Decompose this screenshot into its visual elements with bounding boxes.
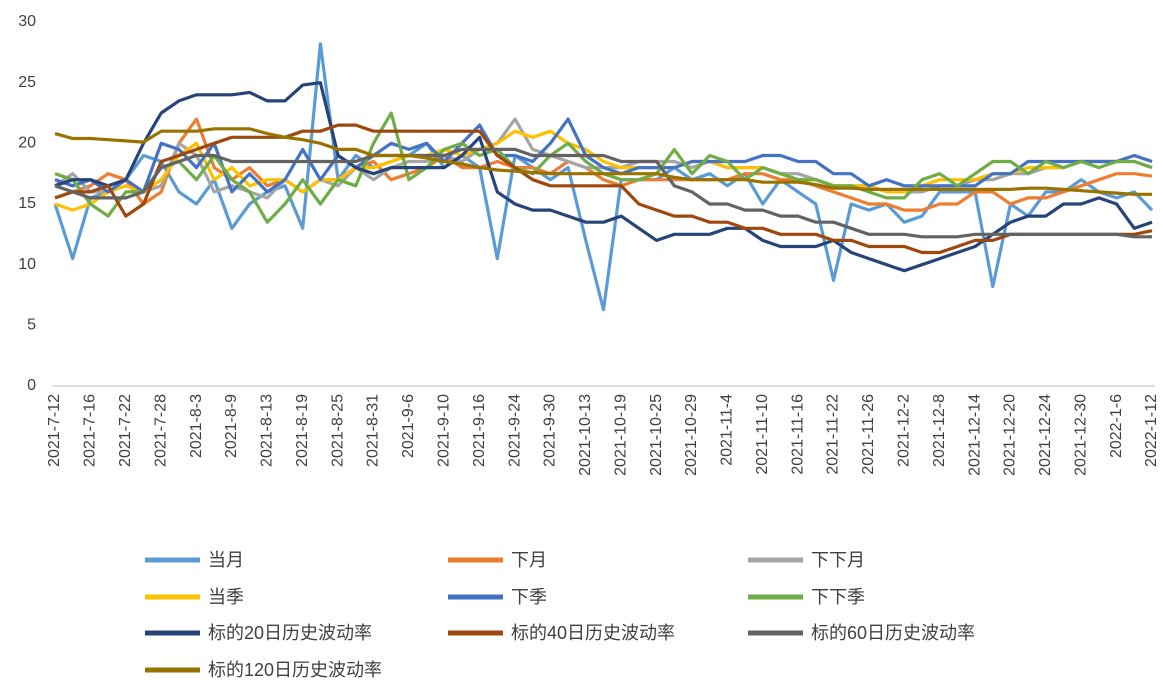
y-tick-label: 30 xyxy=(18,13,36,30)
x-tick-label: 2021-9-6 xyxy=(400,394,417,458)
x-tick-label: 2022-1-6 xyxy=(1108,394,1125,458)
x-tick-label: 2021-8-9 xyxy=(223,394,240,458)
legend-label: 当季 xyxy=(208,587,244,607)
x-tick-label: 2021-12-8 xyxy=(931,394,948,467)
legend-label: 下下月 xyxy=(811,550,865,570)
y-tick-label: 25 xyxy=(18,74,36,91)
x-tick-label: 2021-7-16 xyxy=(82,394,99,467)
x-tick-label: 2021-10-29 xyxy=(683,394,700,476)
legend-label: 标的40日历史波动率 xyxy=(511,623,675,643)
x-tick-label: 2021-8-25 xyxy=(329,394,346,467)
y-tick-label: 5 xyxy=(27,317,36,334)
series-line xyxy=(54,117,1153,194)
x-tick-label: 2021-12-2 xyxy=(896,394,913,467)
x-tick-label: 2021-8-3 xyxy=(188,394,205,458)
series-line xyxy=(54,129,1153,212)
series-line xyxy=(54,127,1152,196)
y-tick-label: 20 xyxy=(18,135,36,152)
legend-label: 标的120日历史波动率 xyxy=(208,660,382,680)
legend-label: 下月 xyxy=(511,550,547,570)
y-tick-label: 10 xyxy=(18,256,36,273)
x-tick-label: 2021-7-28 xyxy=(152,394,169,467)
x-tick-label: 2021-11-26 xyxy=(860,394,877,475)
y-tick-label: 15 xyxy=(18,195,36,212)
x-tick-label: 2021-9-24 xyxy=(506,394,523,467)
x-tick-label: 2021-8-13 xyxy=(259,394,276,467)
x-tick-label: 2022-1-12 xyxy=(1143,394,1160,467)
x-tick-label: 2021-10-19 xyxy=(612,394,629,476)
x-tick-label: 2021-12-20 xyxy=(1002,394,1019,476)
x-tick-label: 2021-11-10 xyxy=(754,394,771,475)
x-tick-label: 2021-9-10 xyxy=(435,394,452,467)
x-tick-label: 2021-11-22 xyxy=(825,394,842,475)
series-line xyxy=(54,123,1153,255)
series-line xyxy=(54,147,1152,239)
x-tick-label: 2021-7-22 xyxy=(117,394,134,467)
x-tick-label: 2021-10-13 xyxy=(577,394,594,476)
legend-label: 标的60日历史波动率 xyxy=(811,623,975,643)
legend-label: 下下季 xyxy=(811,587,865,607)
x-tick-label: 2021-8-31 xyxy=(365,394,382,467)
legend-label: 下季 xyxy=(511,587,547,607)
series-line xyxy=(53,42,1154,312)
x-tick-label: 2021-12-14 xyxy=(966,394,983,476)
x-tick-label: 2021-9-30 xyxy=(542,394,559,467)
x-tick-label: 2021-12-30 xyxy=(1072,394,1089,476)
x-tick-label: 2021-10-25 xyxy=(648,394,665,476)
y-tick-label: 0 xyxy=(27,377,36,394)
legend-label: 标的20日历史波动率 xyxy=(208,623,372,643)
legend-label: 当月 xyxy=(208,550,244,570)
x-tick-label: 2021-7-12 xyxy=(46,394,63,467)
x-tick-label: 2021-11-16 xyxy=(789,394,806,475)
x-tick-label: 2021-12-24 xyxy=(1037,394,1054,476)
series-line xyxy=(54,81,1153,273)
x-tick-label: 2021-11-4 xyxy=(719,394,736,466)
x-tick-label: 2021-9-16 xyxy=(471,394,488,467)
x-tick-label: 2021-8-19 xyxy=(294,394,311,467)
